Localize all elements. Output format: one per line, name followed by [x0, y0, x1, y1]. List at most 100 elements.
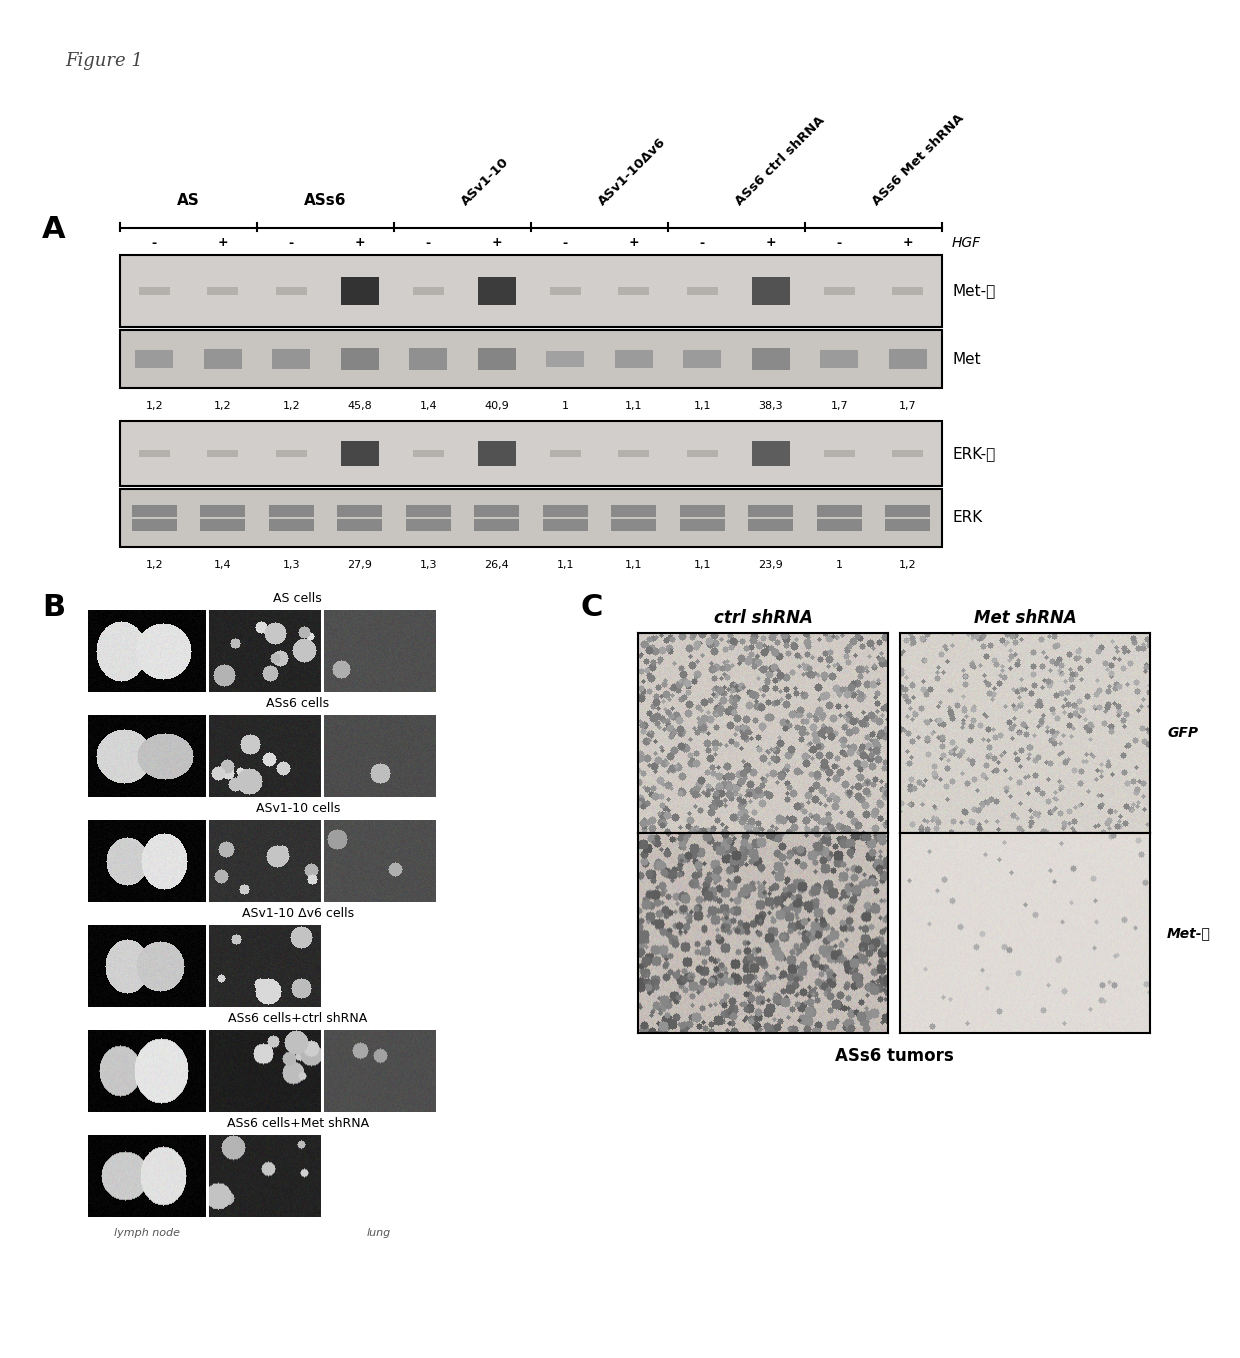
Bar — [543, 519, 588, 531]
Text: ASv1-10 cells: ASv1-10 cells — [255, 803, 340, 815]
Text: ERK: ERK — [952, 511, 982, 526]
Bar — [823, 449, 854, 458]
Bar — [823, 287, 854, 295]
Bar — [751, 441, 790, 466]
Text: GFP: GFP — [1167, 727, 1198, 740]
Text: ASs6: ASs6 — [304, 193, 347, 208]
Bar — [687, 287, 718, 295]
Bar — [139, 287, 170, 295]
Text: 1,1: 1,1 — [693, 559, 711, 570]
Bar — [749, 519, 794, 531]
Bar — [405, 505, 450, 517]
Bar — [475, 519, 520, 531]
Bar — [273, 349, 310, 369]
Bar — [477, 348, 516, 369]
Bar — [687, 449, 718, 458]
Bar — [413, 287, 444, 295]
Bar — [131, 519, 176, 531]
Text: A: A — [42, 215, 66, 244]
Bar — [611, 519, 656, 531]
Text: -: - — [289, 236, 294, 250]
Bar — [893, 449, 923, 458]
Bar — [120, 421, 942, 486]
Text: 1,1: 1,1 — [625, 559, 642, 570]
Text: Met: Met — [952, 352, 981, 367]
Bar — [413, 449, 444, 458]
Text: 27,9: 27,9 — [347, 559, 372, 570]
Bar — [680, 505, 724, 517]
Text: 1,2: 1,2 — [145, 401, 164, 411]
Bar — [337, 519, 382, 531]
Text: +: + — [217, 236, 228, 250]
Text: HGF: HGF — [952, 236, 981, 250]
Bar — [275, 287, 306, 295]
Text: 1,1: 1,1 — [693, 401, 711, 411]
Bar — [817, 519, 862, 531]
Text: 1,2: 1,2 — [215, 401, 232, 411]
Text: 1,2: 1,2 — [899, 559, 916, 570]
Text: 1: 1 — [836, 559, 843, 570]
Bar — [547, 352, 584, 367]
Bar — [615, 350, 652, 368]
Text: 1,1: 1,1 — [557, 559, 574, 570]
Text: +: + — [765, 236, 776, 250]
Bar — [269, 505, 314, 517]
Text: -: - — [151, 236, 156, 250]
Text: 1,3: 1,3 — [419, 559, 436, 570]
Bar — [619, 287, 650, 295]
Text: 1,7: 1,7 — [831, 401, 848, 411]
Text: +: + — [491, 236, 502, 250]
Bar — [751, 348, 790, 369]
Text: Met shRNA: Met shRNA — [973, 608, 1076, 627]
Text: -: - — [425, 236, 430, 250]
Bar — [341, 441, 378, 466]
Text: +: + — [629, 236, 639, 250]
Text: 1,7: 1,7 — [899, 401, 916, 411]
Text: ASs6 Met shRNA: ASs6 Met shRNA — [870, 111, 967, 208]
Bar — [337, 505, 382, 517]
Bar — [203, 349, 242, 369]
Bar — [889, 349, 926, 369]
Text: 38,3: 38,3 — [759, 401, 784, 411]
Text: C: C — [580, 593, 603, 622]
Text: AS: AS — [177, 193, 200, 208]
Bar — [893, 287, 923, 295]
Text: ctrl shRNA: ctrl shRNA — [713, 608, 812, 627]
Text: 1,4: 1,4 — [419, 401, 436, 411]
Bar — [120, 330, 942, 388]
Bar — [477, 277, 516, 304]
Bar — [619, 449, 650, 458]
Bar — [269, 519, 314, 531]
Bar — [751, 277, 790, 304]
Text: B: B — [42, 593, 66, 622]
Bar — [207, 449, 238, 458]
Bar — [405, 519, 450, 531]
Bar — [409, 348, 448, 369]
Text: ASs6 ctrl shRNA: ASs6 ctrl shRNA — [733, 114, 828, 208]
Bar — [275, 449, 306, 458]
Text: -: - — [563, 236, 568, 250]
Bar — [341, 348, 378, 369]
Text: ASv1-10 Δv6 cells: ASv1-10 Δv6 cells — [242, 907, 353, 919]
Text: Met-ⓟ: Met-ⓟ — [952, 284, 996, 299]
Text: ASv1-10: ASv1-10 — [459, 155, 512, 208]
Text: 1,2: 1,2 — [145, 559, 164, 570]
Bar — [749, 505, 794, 517]
Text: AS cells: AS cells — [273, 592, 322, 606]
Text: 1,1: 1,1 — [625, 401, 642, 411]
Bar — [821, 350, 858, 368]
Bar — [683, 350, 722, 368]
Text: 40,9: 40,9 — [485, 401, 510, 411]
Text: ASs6 cells+ctrl shRNA: ASs6 cells+ctrl shRNA — [228, 1012, 367, 1025]
Text: Figure 1: Figure 1 — [64, 52, 143, 71]
Text: Met-ⓟ: Met-ⓟ — [1167, 926, 1211, 940]
Bar — [885, 519, 930, 531]
Bar — [120, 489, 942, 547]
Text: ASv1-10Δv6: ASv1-10Δv6 — [596, 136, 668, 208]
Bar — [135, 350, 174, 368]
Bar — [341, 277, 378, 304]
Text: ASs6 cells: ASs6 cells — [267, 697, 330, 710]
Text: 1: 1 — [562, 401, 569, 411]
Bar — [477, 441, 516, 466]
Text: 45,8: 45,8 — [347, 401, 372, 411]
